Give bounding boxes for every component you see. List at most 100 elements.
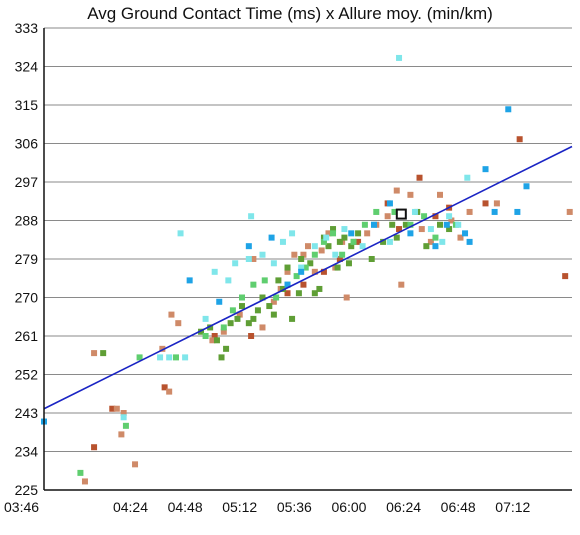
y-tick-label: 288: [15, 213, 39, 229]
data-point: [248, 213, 255, 220]
data-point: [396, 226, 403, 233]
data-point: [284, 290, 291, 297]
data-point: [341, 234, 348, 241]
data-point: [380, 238, 387, 245]
data-point: [325, 243, 332, 250]
y-tick-label: 306: [15, 136, 39, 152]
data-point: [348, 243, 355, 250]
data-point: [334, 264, 341, 271]
data-point: [320, 238, 327, 245]
data-point: [198, 328, 205, 335]
data-point: [330, 226, 337, 233]
x-tick-label: 03:46: [4, 499, 39, 515]
data-point: [300, 281, 307, 288]
y-tick-label: 315: [15, 97, 39, 113]
data-point: [254, 307, 261, 314]
data-point: [289, 315, 296, 322]
y-axis-ticks: 225 234 243 252 261 270 279 288 297 306 315 324 333: [15, 20, 39, 498]
data-point: [566, 208, 573, 215]
data-point: [182, 354, 189, 361]
data-point: [259, 251, 266, 258]
data-point: [391, 208, 398, 215]
data-point: [216, 298, 223, 305]
data-point: [284, 264, 291, 271]
y-tick-label: 225: [15, 482, 39, 498]
data-point: [371, 221, 377, 228]
trend-line-group: [43, 145, 573, 410]
data-point: [132, 461, 139, 468]
data-point: [227, 320, 234, 327]
data-point: [350, 238, 357, 245]
data-point: [122, 422, 129, 429]
data-point: [407, 221, 414, 228]
data-point: [466, 238, 473, 245]
data-point: [91, 350, 98, 357]
data-point: [462, 230, 469, 237]
data-point: [239, 303, 245, 310]
y-tick-label: 279: [15, 251, 39, 267]
data-point: [266, 303, 273, 310]
data-point: [279, 285, 286, 292]
data-point: [364, 230, 371, 237]
data-point: [311, 243, 318, 250]
data-point: [91, 444, 98, 451]
data-point: [421, 213, 428, 220]
data-point: [207, 324, 214, 331]
data-point: [325, 230, 332, 237]
data-point: [161, 384, 168, 391]
y-tick-label: 261: [15, 328, 39, 344]
y-tick-label: 243: [15, 405, 39, 421]
data-point: [109, 405, 116, 412]
data-point: [300, 251, 307, 258]
data-point: [448, 217, 455, 224]
data-point: [439, 238, 446, 245]
data-point: [393, 234, 400, 241]
data-point: [279, 238, 286, 245]
data-point: [343, 294, 350, 301]
data-point: [305, 243, 311, 250]
data-point: [218, 354, 225, 361]
data-point: [295, 290, 302, 297]
data-point: [336, 256, 343, 262]
data-point: [120, 414, 127, 421]
data-point: [100, 350, 107, 357]
data-point: [446, 226, 453, 233]
grid-lines: [44, 27, 572, 491]
x-tick-label: 05:12: [222, 499, 257, 515]
data-point: [332, 251, 339, 258]
data-point: [236, 311, 243, 318]
data-point: [120, 410, 127, 416]
data-point: [270, 311, 277, 318]
data-point: [341, 226, 348, 233]
x-tick-label: 05:36: [277, 499, 312, 515]
data-point: [229, 307, 236, 314]
data-point: [232, 260, 239, 267]
data-point: [361, 221, 368, 228]
data-point: [446, 213, 453, 220]
data-point: [202, 315, 209, 322]
data-point: [225, 277, 232, 284]
data-point: [245, 243, 252, 250]
data-point: [234, 315, 241, 322]
data-point: [505, 106, 512, 113]
data-point: [316, 285, 323, 292]
data-point: [284, 281, 291, 288]
data-point: [423, 243, 430, 250]
data-point: [289, 230, 296, 237]
x-axis-ticks: 03:46 04:24 04:48 05:12 05:36 06:00 06:24 06:48…: [4, 499, 531, 515]
data-point: [211, 333, 218, 339]
data-point: [298, 268, 305, 275]
data-point: [202, 333, 209, 339]
data-point: [223, 345, 230, 352]
data-point: [259, 294, 266, 301]
y-tick-label: 234: [15, 444, 39, 460]
data-point: [491, 208, 498, 215]
x-tick-label: 06:48: [441, 499, 476, 515]
data-point: [393, 187, 400, 194]
x-tick-label: 04:48: [168, 499, 203, 515]
data-point: [245, 256, 252, 262]
data-point: [427, 238, 434, 245]
data-point: [348, 230, 355, 237]
data-point: [437, 191, 443, 198]
